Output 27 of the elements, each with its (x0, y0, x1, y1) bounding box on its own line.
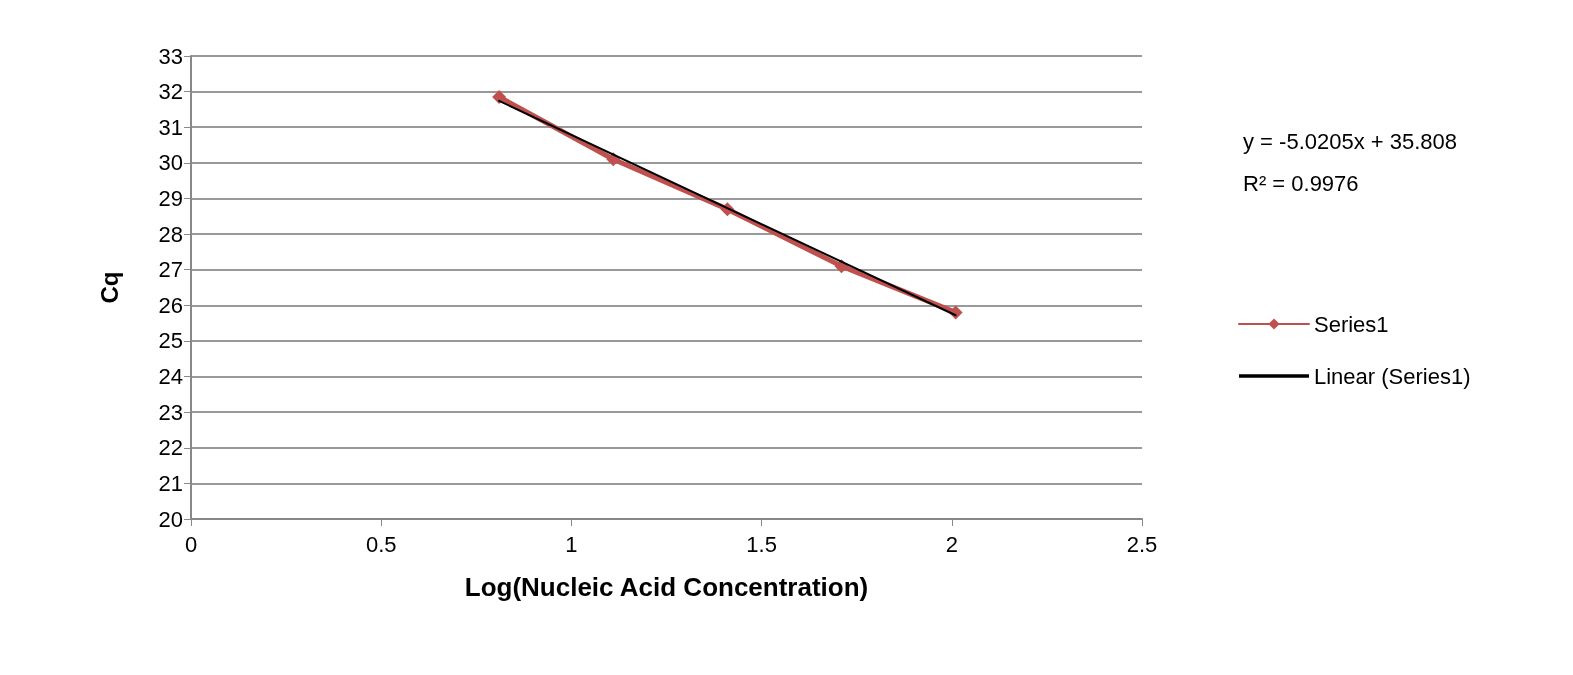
y-tick-label: 30 (158, 150, 183, 176)
legend-label: Series1 (1314, 311, 1389, 337)
x-tick-label: 2.5 (1126, 531, 1158, 557)
x-tick-label: 0 (184, 531, 198, 557)
y-tick-label: 23 (158, 399, 183, 425)
y-tick-label: 21 (158, 470, 183, 496)
x-tick-label: 0.5 (365, 531, 397, 557)
y-tick-label: 32 (158, 79, 183, 105)
y-tick-label: 31 (158, 114, 183, 140)
x-tick-label: 1.5 (746, 531, 777, 557)
y-tick-label: 20 (158, 506, 183, 532)
x-tick-label: 2 (945, 531, 958, 557)
text: y = -5.0205x + 35.808 (1243, 128, 1458, 154)
y-tick-label: 27 (158, 257, 183, 283)
x-axis-title: Log(Nucleic Acid Concentration) (464, 572, 869, 602)
text: R² = 0.9976 (1243, 170, 1359, 196)
y-tick-label: 28 (158, 221, 183, 247)
legend-label: Linear (Series1) (1314, 363, 1471, 389)
y-tick-label: 33 (158, 43, 183, 69)
point (492, 89, 507, 104)
y-tick-label: 29 (158, 185, 183, 211)
x-tick-label: 1 (565, 531, 578, 557)
y-tick-label: 26 (158, 292, 183, 318)
y-tick-label: 25 (158, 328, 183, 354)
y-axis-title: Cq (95, 271, 123, 304)
y-tick-label: 24 (158, 364, 183, 390)
y-tick-label: 22 (158, 435, 183, 461)
